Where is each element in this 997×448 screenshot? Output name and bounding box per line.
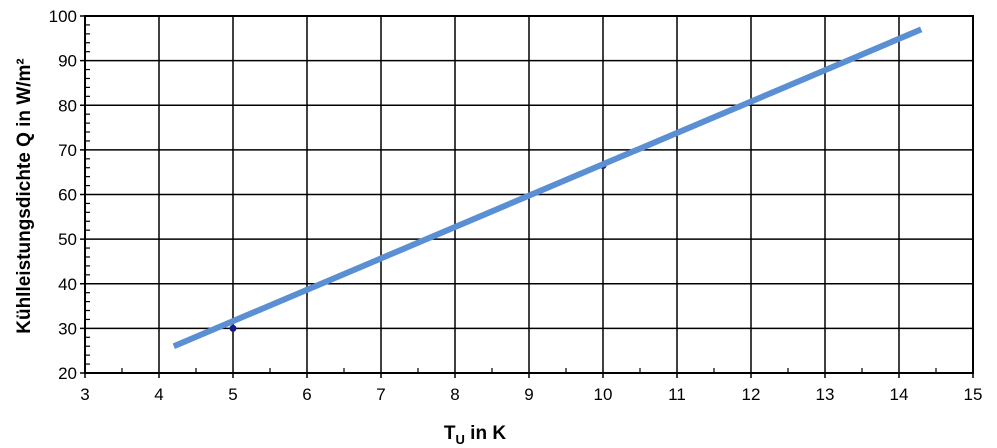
x-tick-label-10: 10: [594, 385, 613, 404]
x-tick-label-5: 5: [228, 385, 237, 404]
x-tick-label-4: 4: [154, 385, 163, 404]
y-tick-label-30: 30: [58, 319, 77, 338]
x-tick-label-13: 13: [816, 385, 835, 404]
y-tick-label-80: 80: [58, 96, 77, 115]
x-axis-title-rest: in K: [465, 423, 506, 444]
x-tick-label-3: 3: [80, 385, 89, 404]
data-point-1: [229, 324, 237, 332]
x-tick-label-8: 8: [450, 385, 459, 404]
x-tick-label-9: 9: [524, 385, 533, 404]
x-axis-title-subscript: U: [456, 432, 465, 447]
x-axis-title-main: T: [444, 423, 456, 444]
y-tick-label-90: 90: [58, 52, 77, 71]
y-tick-labels: 20 30 40 50 60 70 80 90 100: [49, 7, 77, 383]
y-tick-label-50: 50: [58, 230, 77, 249]
series-layer: [172, 26, 923, 349]
x-tick-label-15: 15: [964, 385, 983, 404]
y-tick-label-40: 40: [58, 275, 77, 294]
y-axis-title: Kühlleistungsdichte Q in W/m²: [14, 58, 35, 334]
x-axis-title: TU in K: [444, 423, 506, 447]
y-tick-label-20: 20: [58, 364, 77, 383]
x-tick-label-7: 7: [376, 385, 385, 404]
x-tick-label-14: 14: [890, 385, 909, 404]
trend-line: [172, 26, 923, 349]
x-tick-labels: 3 4 5 6 7 8 9 10 11 12 13 14 15: [80, 385, 982, 404]
y-tick-label-100: 100: [49, 7, 77, 26]
x-tick-label-6: 6: [302, 385, 311, 404]
y-tick-label-60: 60: [58, 186, 77, 205]
y-tick-label-70: 70: [58, 141, 77, 160]
x-tick-label-12: 12: [742, 385, 761, 404]
x-tick-label-11: 11: [668, 385, 686, 404]
plot-border: [84, 15, 974, 374]
